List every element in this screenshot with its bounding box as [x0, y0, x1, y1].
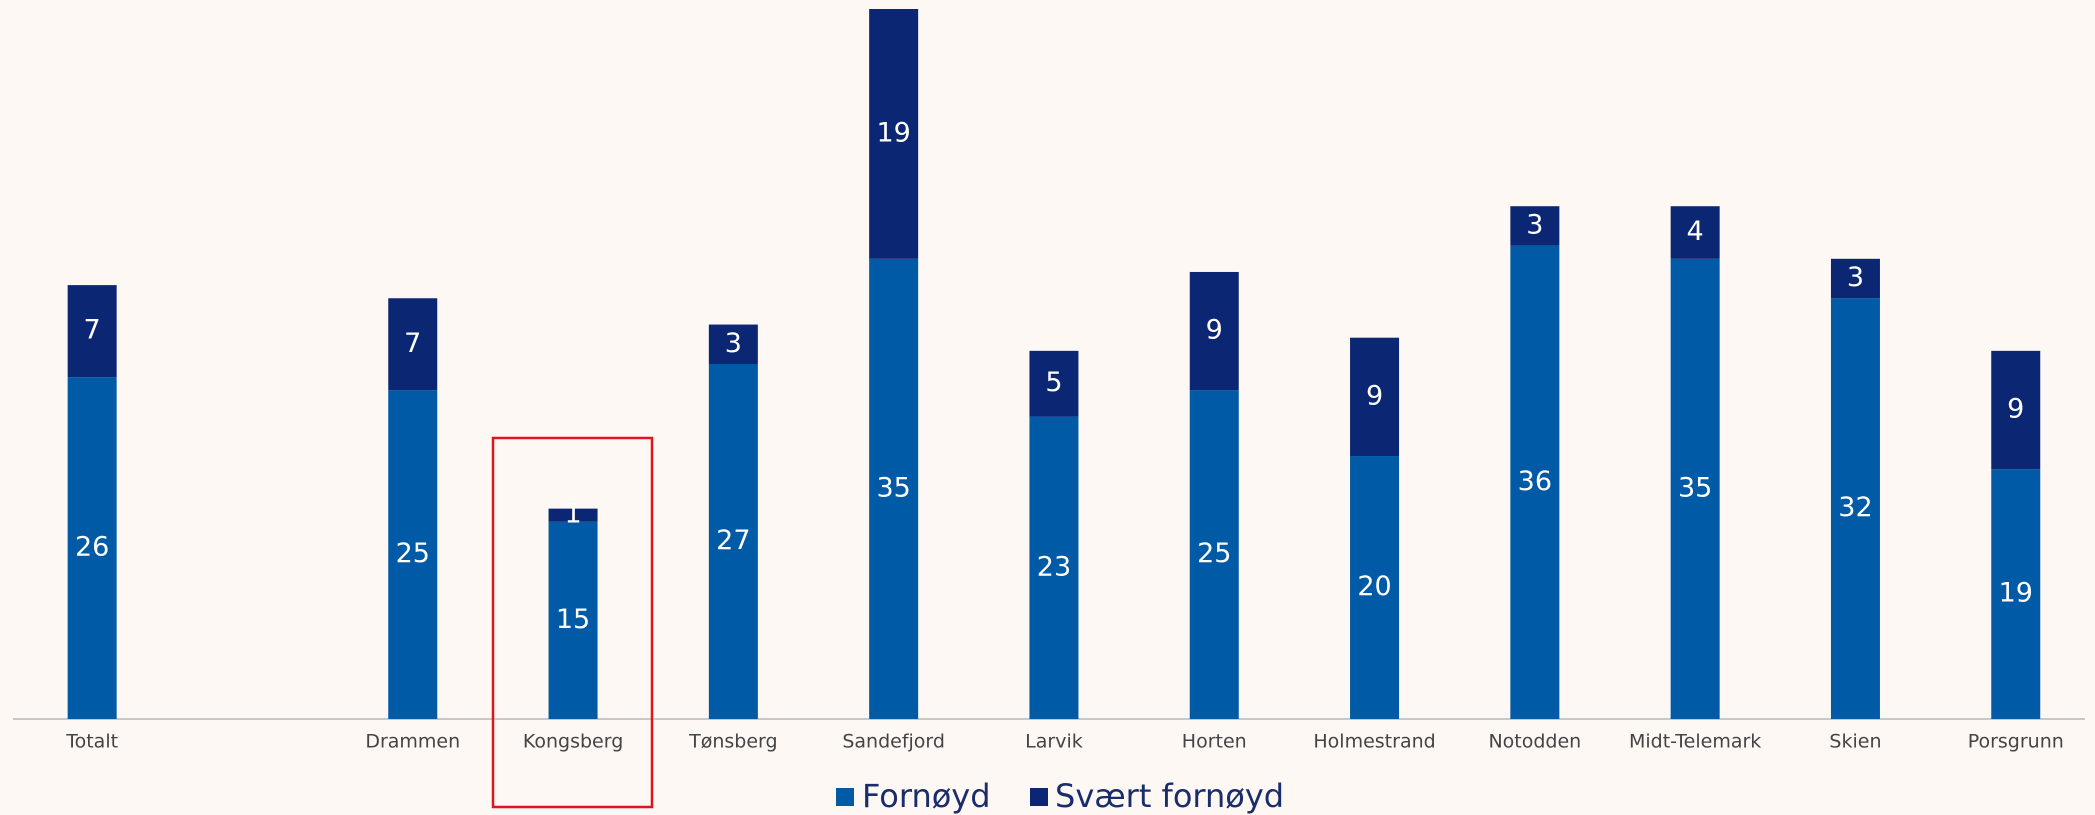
data-label: 32: [1838, 492, 1872, 523]
x-tick-label: Porsgrunn: [1968, 731, 2064, 753]
data-label: 27: [716, 525, 750, 556]
x-tick-label: Kongsberg: [523, 731, 623, 753]
data-label: 9: [1206, 315, 1223, 346]
bar-segment: [1029, 350, 1079, 417]
bar-segment: [1029, 416, 1079, 719]
bar-segment: [1510, 206, 1560, 246]
legend-swatch: [836, 788, 854, 806]
bar-segment: [388, 390, 438, 719]
data-label: 3: [1526, 209, 1543, 240]
bar-segment: [1830, 258, 1880, 299]
data-label: 20: [1357, 571, 1391, 602]
data-label: 25: [396, 538, 430, 569]
x-tick-label: Midt-Telemark: [1629, 731, 1761, 753]
data-label: 19: [876, 117, 910, 148]
data-label: 1: [564, 499, 581, 530]
legend: Fornøyd Svært fornøyd: [836, 777, 1284, 815]
data-label: 35: [1678, 472, 1712, 503]
legend-swatch: [1030, 788, 1048, 806]
bar-segment: [1830, 298, 1880, 719]
legend-label: Fornøyd: [862, 777, 991, 815]
highlight-box: [491, 436, 654, 809]
x-tick-label: Totalt: [65, 731, 118, 753]
data-label: 5: [1045, 367, 1062, 398]
x-tick-label: Skien: [1829, 731, 1881, 753]
bar-segment: [1991, 350, 2041, 470]
bar-segment: [1991, 469, 2041, 719]
bar-segment: [1670, 258, 1720, 719]
data-label: 7: [84, 315, 101, 346]
data-label: 26: [75, 532, 109, 563]
bar-segment: [869, 258, 919, 719]
bar-segment: [869, 9, 919, 259]
data-label: 25: [1197, 538, 1231, 569]
bar-segment: [67, 285, 117, 378]
data-label: 19: [1999, 578, 2033, 609]
bar-segment: [708, 324, 758, 364]
bar-segment: [548, 521, 598, 719]
x-tick-label: Drammen: [365, 731, 460, 753]
bar-segment: [1189, 390, 1239, 719]
x-tick-label: Holmestrand: [1313, 731, 1435, 753]
bar-segment: [548, 508, 598, 522]
x-tick-label: Tønsberg: [688, 731, 777, 753]
bar-segment: [388, 298, 438, 391]
bar-segment: [1350, 337, 1400, 457]
data-label: 3: [1847, 262, 1864, 293]
data-label: 3: [725, 328, 742, 359]
data-label: 9: [2007, 394, 2024, 425]
bar-segment: [1350, 456, 1400, 719]
bar-segment: [1189, 271, 1239, 391]
bar-segment: [67, 377, 117, 719]
data-label: 4: [1687, 216, 1704, 247]
data-label: 7: [404, 328, 421, 359]
data-label: 9: [1366, 380, 1383, 411]
x-tick-label: Sandefjord: [842, 731, 945, 753]
bar-segment: [1670, 206, 1720, 259]
data-label: 36: [1518, 466, 1552, 497]
data-label: 15: [556, 604, 590, 635]
data-label: 23: [1037, 551, 1071, 582]
legend-label: Svært fornøyd: [1055, 777, 1284, 815]
x-tick-label: Larvik: [1025, 731, 1083, 753]
x-tick-label: Notodden: [1488, 731, 1581, 753]
bar-segment: [1510, 245, 1560, 719]
data-label: 35: [876, 472, 910, 503]
x-tick-label: Horten: [1182, 731, 1247, 753]
bar-segment: [708, 364, 758, 719]
